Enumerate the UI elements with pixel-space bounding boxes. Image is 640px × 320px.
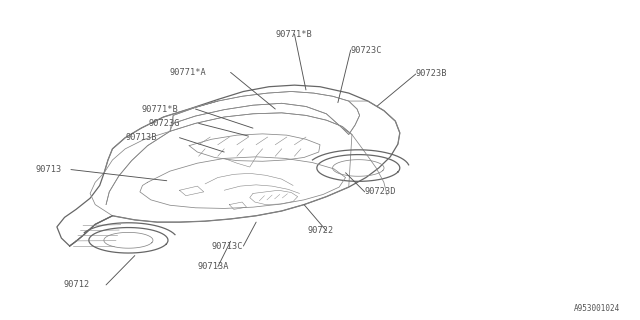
Text: 90723G: 90723G xyxy=(149,119,180,128)
Text: 90723B: 90723B xyxy=(416,69,447,78)
Text: 90713B: 90713B xyxy=(125,133,157,142)
Text: 90723C: 90723C xyxy=(351,45,382,55)
Text: 90722: 90722 xyxy=(307,226,333,235)
Text: 90713: 90713 xyxy=(36,165,62,174)
Text: A953001024: A953001024 xyxy=(574,304,620,313)
Text: 90723D: 90723D xyxy=(365,188,396,196)
Text: 90771*A: 90771*A xyxy=(170,68,207,77)
Text: 90713A: 90713A xyxy=(197,262,229,271)
Text: 90712: 90712 xyxy=(63,280,90,289)
Text: 90771*B: 90771*B xyxy=(275,30,312,39)
Text: 90771*B: 90771*B xyxy=(141,105,178,114)
Text: 90713C: 90713C xyxy=(211,242,243,251)
